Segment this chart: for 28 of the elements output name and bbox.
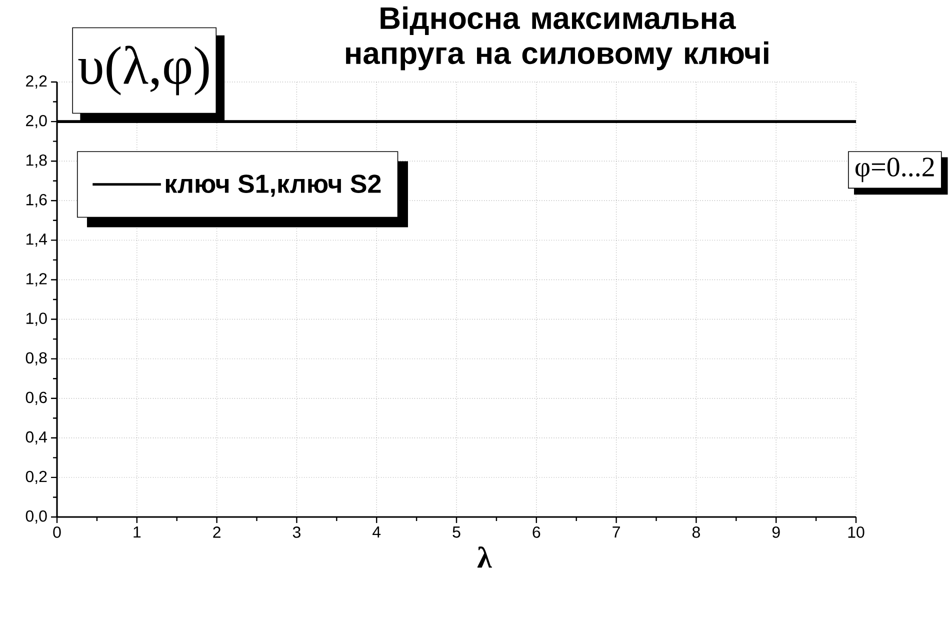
y-tick-label: 1,0 — [26, 312, 47, 326]
y-tick-label: 1,8 — [26, 154, 47, 168]
x-tick-label: 2 — [213, 526, 220, 538]
x-tick-label: 6 — [532, 526, 540, 538]
x-tick-label: 10 — [848, 526, 864, 538]
y-tick-label: 1,6 — [26, 194, 47, 208]
x-tick-label: 9 — [772, 526, 780, 538]
x-tick-label: 4 — [372, 526, 381, 538]
annotation: φ=0...2 — [856, 158, 934, 182]
x-tick-label: 8 — [692, 526, 700, 538]
legend-label: ключ S1,ключ S2 — [166, 174, 381, 197]
y-tick-label: 1,2 — [26, 273, 47, 286]
y-tick-label: 0,0 — [26, 510, 47, 524]
y-tick-label: 0,4 — [26, 431, 47, 445]
x-axis-title: λ — [477, 546, 492, 568]
x-tick-label: 3 — [292, 526, 300, 538]
y-tick-label: 0,8 — [26, 352, 47, 366]
x-tick-label: 0 — [53, 526, 61, 538]
y-tick-label: 0,2 — [26, 470, 47, 484]
x-tick-label: 5 — [452, 526, 460, 538]
y-tick-label: 0,6 — [26, 392, 47, 405]
chart-title: Відносна максимальна напруга на силовому ключі — [346, 6, 768, 70]
y-axis-title: υ(λ,φ) — [78, 46, 209, 96]
y-tick-label: 2,2 — [26, 75, 47, 89]
y-tick-label: 1,4 — [26, 234, 47, 247]
y-tick-label: 2,0 — [26, 114, 47, 128]
x-tick-label: 7 — [612, 526, 620, 538]
x-tick-label: 1 — [134, 526, 141, 538]
